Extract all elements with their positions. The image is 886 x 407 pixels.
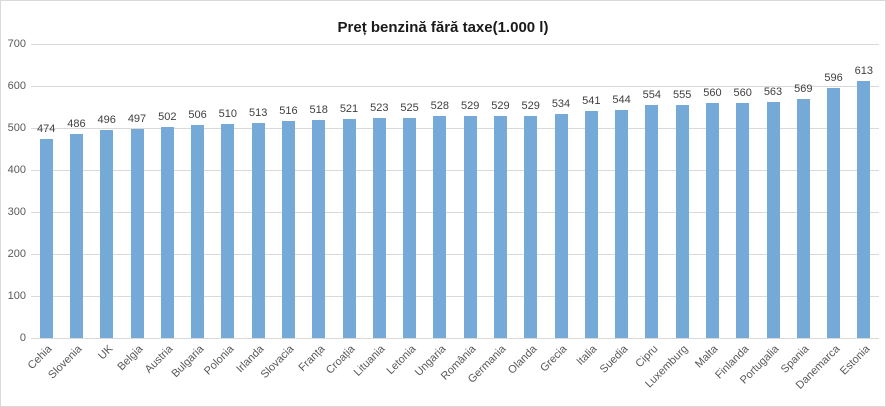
bar <box>191 125 205 338</box>
bar-value-label: 529 <box>491 99 510 112</box>
bar <box>130 129 144 338</box>
bar <box>221 123 235 338</box>
gridline <box>31 296 879 297</box>
bar <box>281 121 295 338</box>
bar-value-label: 525 <box>400 101 419 114</box>
bar-value-label: 534 <box>551 97 571 110</box>
bar-value-label: 529 <box>521 99 540 112</box>
bar <box>372 118 386 338</box>
bar-value-label: 541 <box>582 94 601 107</box>
bar <box>827 87 841 338</box>
bar <box>645 105 659 338</box>
gridline <box>31 338 879 339</box>
bar-value-label: 563 <box>763 85 783 98</box>
bar-value-label: 560 <box>703 86 722 99</box>
bar-value-label: 523 <box>370 102 389 115</box>
y-axis-tick-label: 600 <box>7 80 26 92</box>
bar <box>403 117 417 338</box>
bar-value-label: 510 <box>218 107 238 120</box>
bar <box>463 115 477 338</box>
gridline <box>31 254 879 255</box>
bar-value-label: 560 <box>733 86 752 99</box>
bar-value-label: 528 <box>430 100 450 113</box>
y-axis-tick-label: 300 <box>7 206 26 218</box>
bar-value-label: 554 <box>642 89 662 102</box>
bar <box>705 102 719 338</box>
bar <box>433 116 447 338</box>
bar <box>160 127 174 338</box>
gridline <box>31 170 879 171</box>
bar <box>493 115 507 338</box>
bar-value-label: 569 <box>794 83 813 96</box>
bar <box>857 80 871 338</box>
bar <box>69 133 83 338</box>
bar <box>736 102 750 338</box>
bar <box>615 109 629 338</box>
y-axis-tick-label: 200 <box>7 248 26 260</box>
bar <box>312 120 326 338</box>
bar <box>524 115 538 338</box>
y-axis-tick-label: 500 <box>7 122 26 134</box>
y-axis-tick-label: 100 <box>7 290 26 302</box>
bar-value-label: 513 <box>248 106 268 119</box>
gridline <box>31 44 879 45</box>
bar <box>675 104 689 338</box>
bar-value-label: 613 <box>854 64 874 77</box>
bar-value-label: 544 <box>612 93 631 106</box>
bar <box>766 101 780 338</box>
y-axis-tick-label: 400 <box>7 164 26 176</box>
bar-value-label: 555 <box>672 88 692 101</box>
bar <box>584 110 598 338</box>
bar-value-label: 502 <box>158 111 177 124</box>
bar-value-label: 474 <box>36 122 56 135</box>
bar-value-label: 496 <box>97 113 116 126</box>
bar <box>554 113 568 338</box>
bar <box>342 119 356 338</box>
bar-value-label: 506 <box>188 109 207 122</box>
y-axis-tick-label: 0 <box>19 332 26 344</box>
bar-value-label: 518 <box>309 104 328 117</box>
bar-value-label: 596 <box>824 71 843 84</box>
bar <box>39 138 53 338</box>
bar-value-label: 529 <box>460 99 480 112</box>
bar-value-label: 516 <box>279 105 298 118</box>
bar <box>100 129 114 338</box>
bar <box>251 122 265 338</box>
bar-value-label: 521 <box>339 103 359 116</box>
bar <box>796 99 810 338</box>
gridline <box>31 212 879 213</box>
gridline <box>31 128 879 129</box>
chart-title: Preț benzină fără taxe(1.000 l) <box>337 19 549 36</box>
gridline <box>31 86 879 87</box>
y-axis-tick-label: 700 <box>7 38 26 50</box>
bar-value-label: 486 <box>67 117 86 130</box>
bar-value-label: 497 <box>127 113 147 126</box>
